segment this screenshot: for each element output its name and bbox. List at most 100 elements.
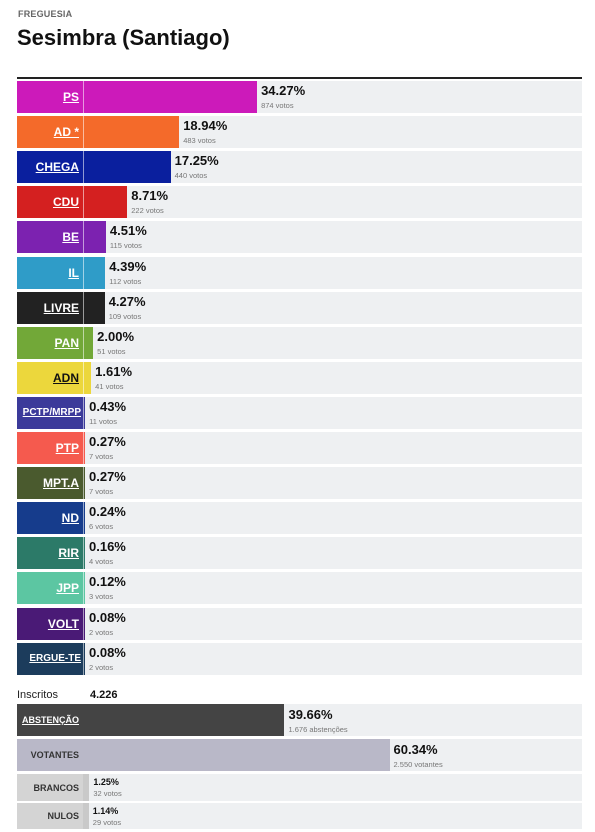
party-votes: 109 votos — [108, 311, 142, 321]
party-label-link[interactable]: CDU — [53, 195, 79, 210]
party-row: LIVRE 4.27% 109 votos — [17, 291, 582, 324]
party-label-link[interactable]: IL — [68, 265, 79, 280]
party-percentage: 0.12% — [89, 574, 126, 590]
party-bar — [17, 537, 85, 570]
party-percentage: 0.27% — [89, 469, 126, 485]
party-row: CDU 8.71% 222 votos — [17, 186, 582, 219]
party-percentage: 4.51% — [109, 223, 147, 239]
party-bar — [17, 467, 85, 500]
party-bar — [17, 502, 85, 535]
party-row: JPP 0.12% 3 votos — [17, 572, 582, 605]
party-label-link[interactable]: ND — [61, 511, 79, 526]
turnout-count: 1.676 abstenções — [288, 725, 348, 734]
party-label-link[interactable]: LIVRE — [43, 300, 79, 315]
party-percentage: 18.94% — [183, 118, 228, 134]
party-row: ADN 1.61% 41 votos — [17, 361, 582, 394]
party-label-link[interactable]: VOLT — [47, 616, 79, 631]
party-bar — [17, 607, 85, 640]
party-row: IL 4.39% 112 votos — [17, 256, 582, 289]
party-percentage: 2.00% — [97, 328, 135, 344]
party-row: CHEGA 17.25% 440 votos — [17, 151, 582, 184]
party-label-link[interactable]: CHEGA — [35, 160, 79, 175]
label-divider — [83, 537, 84, 570]
party-label-link[interactable]: PTP — [55, 441, 79, 455]
party-votes: 2 votos — [89, 627, 114, 637]
party-label-link[interactable]: ERGUE-TE — [29, 653, 81, 665]
party-votes: 2 votos — [89, 662, 114, 672]
party-row: PTP 0.27% 7 votos — [17, 432, 582, 464]
party-row: VOLT 0.08% 2 votos — [17, 607, 582, 640]
inscritos-label: Inscritos — [17, 689, 58, 701]
turnout-percentage: 39.66% — [288, 707, 333, 722]
party-label-link[interactable]: MPT.A — [43, 476, 79, 491]
party-percentage: 0.27% — [89, 434, 126, 449]
party-bar — [17, 572, 85, 605]
party-percentage: 34.27% — [261, 83, 306, 98]
turnout-label[interactable]: ABSTENÇÃO — [21, 715, 79, 725]
party-bar — [17, 432, 85, 464]
turnout-row: VOTANTES 60.34% 2.550 votantes — [17, 739, 582, 771]
header-divider — [17, 77, 582, 79]
party-label-link[interactable]: PAN — [54, 335, 79, 350]
party-votes: 41 votos — [95, 381, 124, 391]
party-bar — [17, 151, 171, 184]
party-votes: 6 votos — [89, 522, 114, 532]
turnout-percentage: 60.34% — [393, 742, 438, 757]
party-votes: 7 votos — [89, 452, 114, 461]
party-percentage: 0.08% — [89, 609, 126, 625]
party-bar — [17, 186, 128, 219]
turnout-percentage: 1.14% — [92, 806, 119, 816]
party-row: AD * 18.94% 483 votos — [17, 116, 582, 149]
section-kicker: FREGUESIA — [18, 9, 73, 19]
party-bar — [17, 256, 106, 289]
party-row: PCTP/MRPP 0.43% 11 votos — [17, 396, 582, 429]
party-percentage: 0.43% — [89, 398, 127, 414]
party-row: PS 34.27% 874 votos — [17, 81, 582, 113]
party-label-link[interactable]: AD * — [53, 125, 79, 140]
party-row: RIR 0.16% 4 votos — [17, 537, 582, 570]
label-divider — [83, 361, 84, 394]
party-label-link[interactable]: PS — [62, 90, 79, 104]
inscritos-value: 4.226 — [90, 689, 118, 701]
party-percentage: 0.24% — [89, 504, 126, 520]
party-bar — [17, 81, 258, 113]
party-votes: 11 votos — [89, 416, 117, 426]
label-divider — [83, 432, 84, 464]
party-votes: 115 votos — [109, 241, 142, 251]
label-divider — [83, 221, 84, 254]
party-label-link[interactable]: PCTP/MRPP — [22, 407, 81, 419]
label-divider — [83, 326, 84, 359]
party-votes: 3 votos — [89, 592, 114, 602]
party-percentage: 0.08% — [89, 644, 126, 660]
party-votes: 4 votos — [89, 557, 114, 567]
turnout-row: NULOS 1.14% 29 votos — [17, 803, 582, 829]
party-votes: 112 votos — [109, 276, 142, 286]
party-percentage: 8.71% — [131, 188, 169, 204]
turnout-bar — [17, 704, 285, 736]
party-bar — [17, 291, 105, 324]
party-percentage: 0.16% — [89, 539, 126, 555]
label-divider — [83, 151, 84, 184]
party-label-link[interactable]: RIR — [58, 546, 79, 561]
party-label-link[interactable]: JPP — [56, 581, 79, 596]
turnout-bar — [17, 739, 390, 771]
turnout-row: ABSTENÇÃO 39.66% 1.676 abstenções — [17, 704, 582, 736]
party-votes: 222 votos — [131, 206, 164, 216]
label-divider — [83, 291, 84, 324]
party-votes: 440 votos — [174, 171, 208, 181]
party-label-link[interactable]: ADN — [53, 370, 79, 385]
party-bar — [17, 396, 86, 429]
label-divider — [83, 502, 84, 535]
label-divider — [83, 116, 84, 149]
label-divider — [83, 607, 84, 640]
label-divider — [83, 396, 84, 429]
party-percentage: 17.25% — [174, 153, 219, 169]
party-bar — [17, 326, 94, 359]
turnout-label: BRANCOS — [33, 782, 79, 793]
party-votes: 874 votos — [261, 101, 294, 110]
party-label-link[interactable]: BE — [62, 230, 79, 245]
party-percentage: 4.27% — [108, 293, 146, 309]
party-percentage: 4.39% — [109, 258, 147, 274]
turnout-percentage: 1.25% — [93, 777, 119, 787]
party-votes: 7 votos — [89, 487, 114, 497]
